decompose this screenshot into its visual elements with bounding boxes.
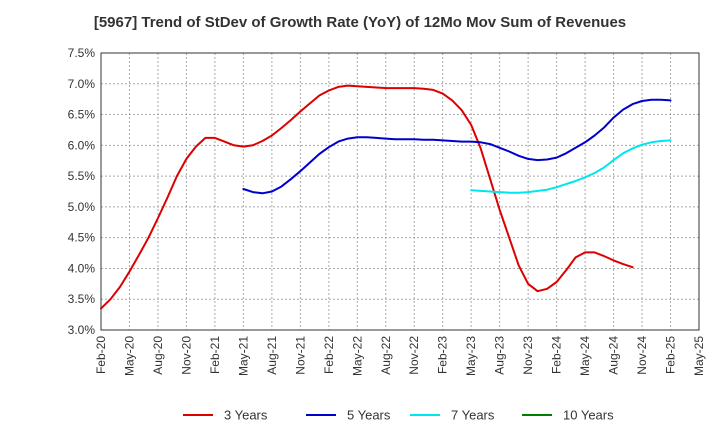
x-tick-label: Aug-21 <box>265 336 279 375</box>
x-tick-label: May-22 <box>350 336 364 376</box>
x-tick-label: Nov-22 <box>407 336 421 375</box>
x-tick-label: May-23 <box>464 336 478 376</box>
x-tick-label: Nov-24 <box>635 336 649 375</box>
x-tick-label: Feb-25 <box>664 336 678 374</box>
legend: 3 Years 5 Years 7 Years 10 Years <box>183 408 614 423</box>
x-axis-ticks: Feb-20 May-20 Aug-20 Nov-20 Feb-21 May-21 Aug-… <box>94 336 706 376</box>
x-tick-label: May-25 <box>692 336 706 376</box>
y-axis-ticks: 3.0% 3.5% 4.0% 4.5% 5.0% 5.5% 6.0% 6.5% 7.0% 7.5% <box>68 46 96 337</box>
y-tick-label: 3.0% <box>68 323 96 337</box>
x-tick-label: Aug-20 <box>151 336 165 375</box>
series-lines <box>100 84 672 310</box>
series-line-5-years <box>242 98 672 195</box>
y-tick-label: 4.5% <box>68 231 96 245</box>
x-tick-label: Feb-24 <box>550 336 564 374</box>
y-tick-label: 5.5% <box>68 169 96 183</box>
legend-label: 7 Years <box>451 408 495 423</box>
legend-label: 3 Years <box>224 408 268 423</box>
x-tick-label: Aug-24 <box>607 336 621 375</box>
chart-title: [5967] Trend of StDev of Growth Rate (Yo… <box>93 14 627 31</box>
x-tick-label: Nov-21 <box>293 336 307 375</box>
grid-lines <box>100 52 700 331</box>
plot-frame <box>100 52 700 331</box>
series-line-3-years <box>100 84 634 310</box>
x-tick-label: Nov-20 <box>179 336 193 375</box>
y-tick-label: 4.0% <box>68 261 96 275</box>
series-line-7-years <box>470 139 672 194</box>
x-tick-label: May-24 <box>578 336 592 376</box>
x-tick-label: Feb-20 <box>94 336 108 374</box>
x-tick-label: Feb-21 <box>208 336 222 374</box>
y-tick-label: 7.0% <box>68 77 96 91</box>
x-tick-label: May-21 <box>236 336 250 376</box>
y-tick-label: 5.0% <box>68 200 96 214</box>
x-tick-label: Nov-23 <box>521 336 535 375</box>
y-tick-label: 6.0% <box>68 138 96 152</box>
legend-label: 10 Years <box>563 408 614 423</box>
x-tick-label: Feb-22 <box>322 336 336 374</box>
y-tick-label: 3.5% <box>68 292 96 306</box>
x-tick-label: Aug-22 <box>379 336 393 375</box>
y-tick-label: 7.5% <box>68 46 96 60</box>
y-tick-label: 6.5% <box>68 108 96 122</box>
x-tick-label: Feb-23 <box>436 336 450 374</box>
x-tick-label: May-20 <box>122 336 136 376</box>
legend-label: 5 Years <box>347 408 391 423</box>
x-tick-label: Aug-23 <box>493 336 507 375</box>
